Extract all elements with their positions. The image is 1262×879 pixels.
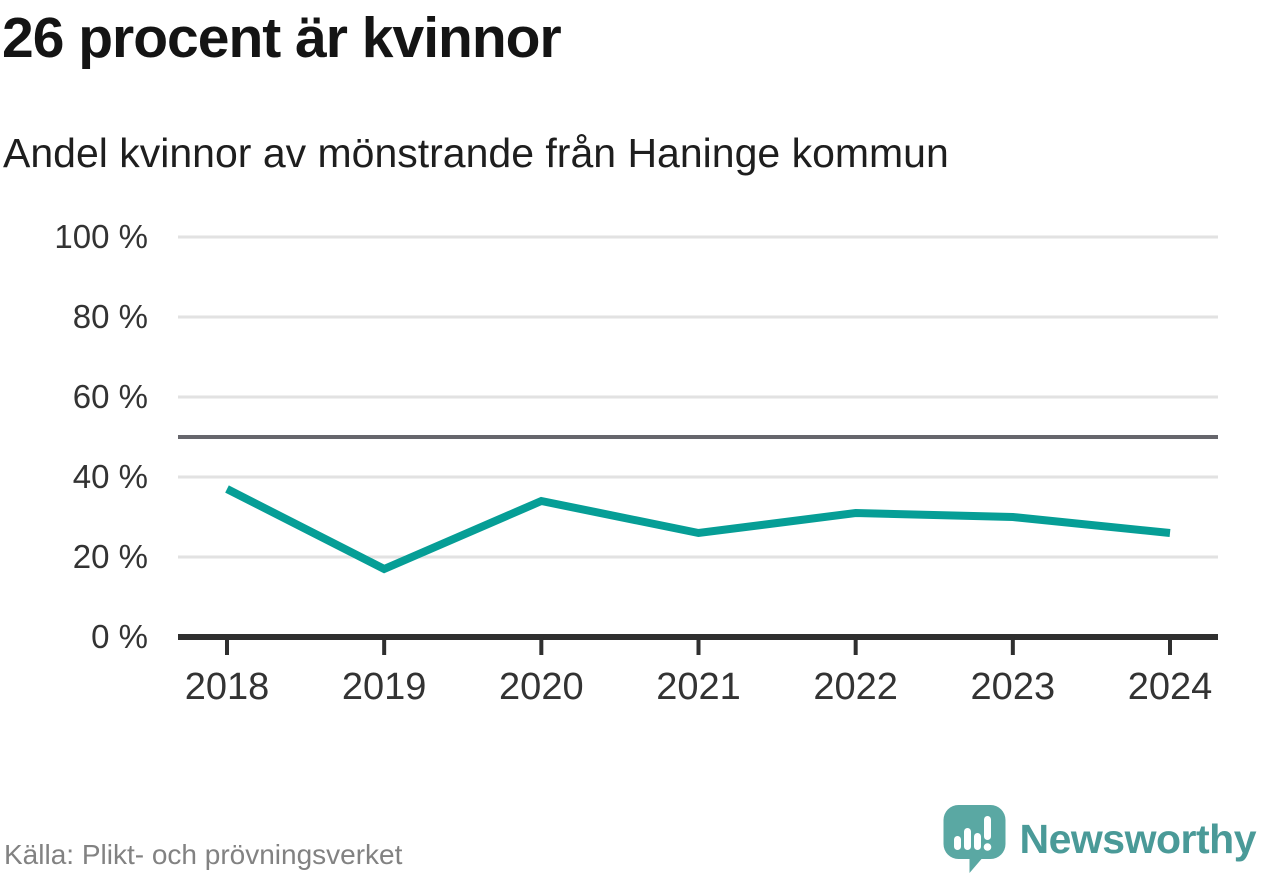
y-tick-label: 100 % [54,218,148,255]
x-tick-label: 2021 [656,666,741,708]
x-tick-label: 2020 [499,666,584,708]
exclamation-dot [983,843,991,851]
y-tick-label: 60 % [73,378,148,415]
x-tick-label: 2024 [1128,666,1213,708]
bar-2 [963,828,971,850]
page-title: 26 procent är kvinnor [2,6,562,70]
x-tick-label: 2023 [971,666,1056,708]
data-line-andel-kvinnor-av-mönstrande [225,485,1171,574]
chart-subtitle: Andel kvinnor av mönstrande från Haninge… [3,130,949,176]
source-note: Källa: Plikt- och prövningsverket [4,839,403,870]
exclamation-stem [983,816,991,840]
newsworthy-speech-bubble-chart-icon [943,805,1005,873]
x-tick-label: 2022 [813,666,898,708]
bar-3 [973,833,981,850]
y-tick-label: 80 % [73,298,148,335]
x-tick-label: 2019 [342,666,427,708]
brand-wordmark: Newsworthy [1019,815,1257,862]
newsworthy-logo: Newsworthy [943,805,1257,873]
line-chart: 0 % 20 % 40 % 60 % 80 % 100 % 2018 2019 2020 2021… [54,218,1218,708]
y-tick-label: 40 % [73,458,148,495]
y-tick-label: 20 % [73,538,148,575]
bar-1 [953,836,961,850]
x-tick-label: 2018 [185,666,270,708]
y-tick-label: 0 % [91,618,148,655]
